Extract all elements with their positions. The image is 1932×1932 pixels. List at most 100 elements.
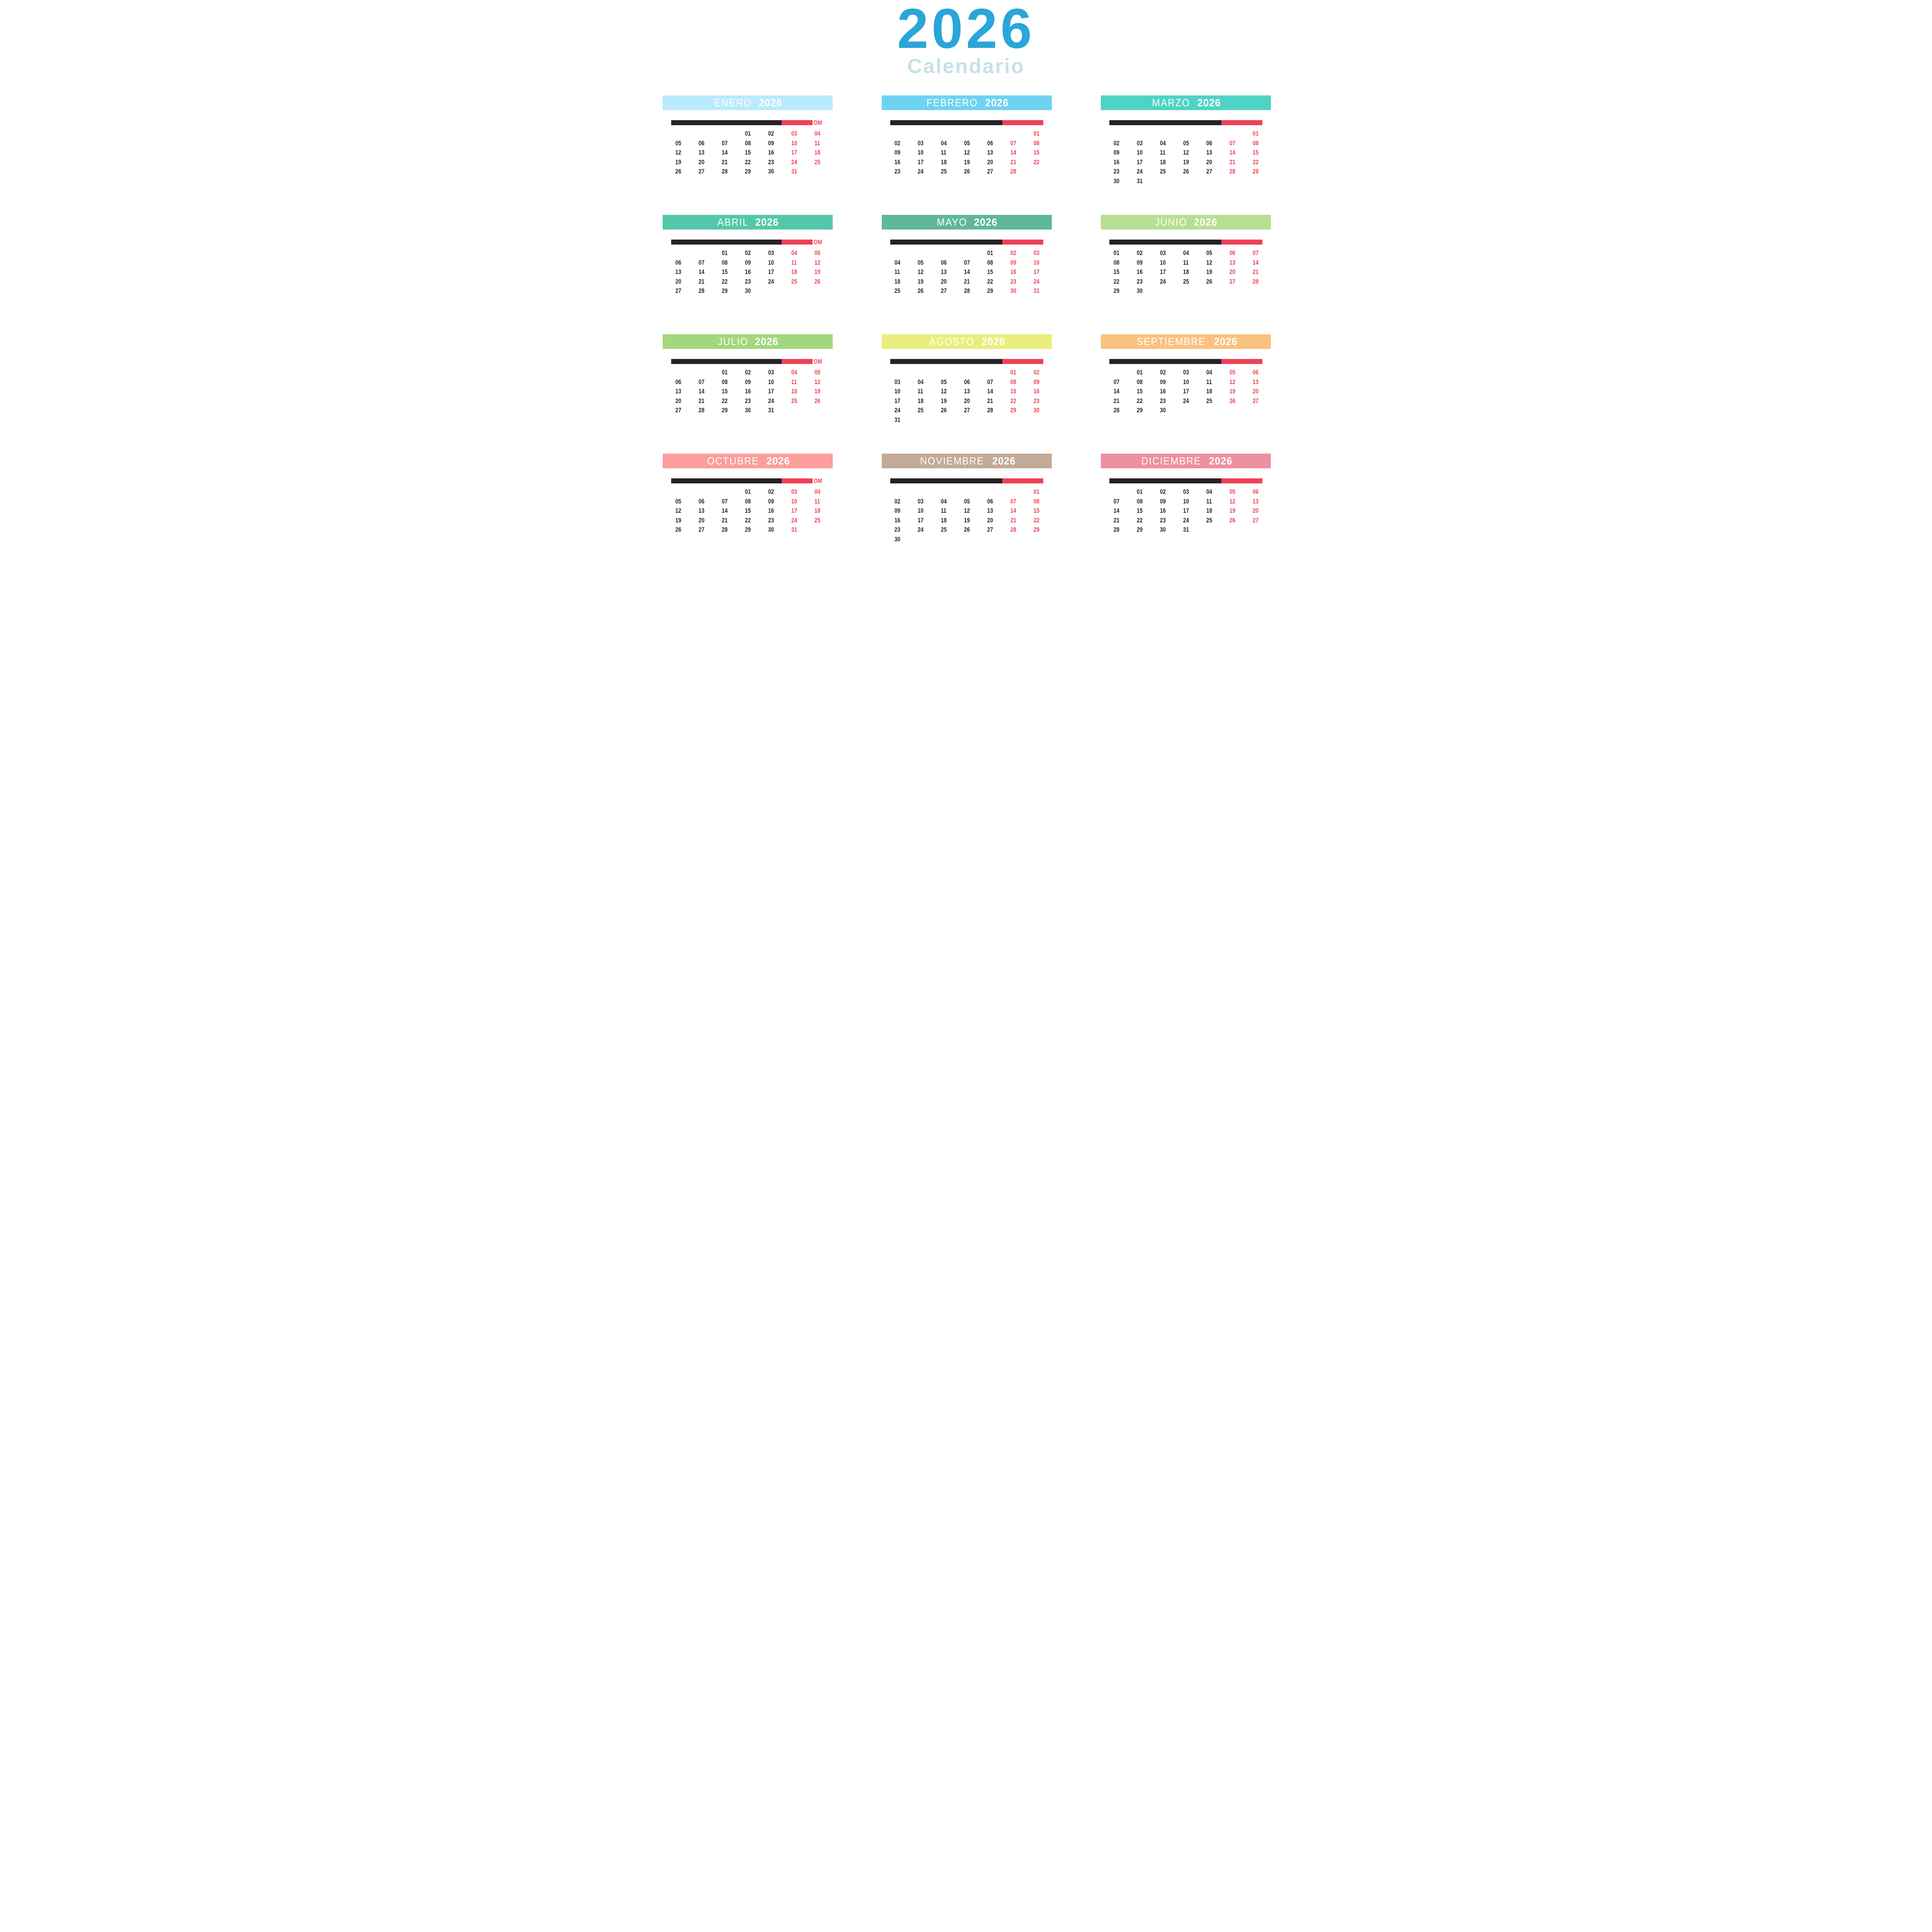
month-card-diciembre: DICIEMBRE 2026 01 02 03 04 05 06 07 08 09 10 11 12 13 1… xyxy=(1101,454,1271,552)
date-value: 29 xyxy=(1010,406,1016,414)
date-cell: 19 xyxy=(1221,387,1244,396)
date-cell: 27 xyxy=(1244,516,1267,526)
date-value: 17 xyxy=(791,507,797,515)
date-cell: 23 xyxy=(1105,167,1128,177)
date-value: 13 xyxy=(987,149,993,156)
date-value: 03 xyxy=(768,369,774,376)
date-cell: 14 xyxy=(690,387,713,396)
date-value: 25 xyxy=(917,406,923,414)
date-value: 24 xyxy=(894,406,900,414)
date-cell: 29 xyxy=(736,167,759,177)
date-cell: 26 xyxy=(909,286,932,296)
months-grid: ENERO 2026 OM 01 02 03 04 05 06 07 08 09 10 11 12 13 14 1… xyxy=(663,95,1271,552)
date-cell-empty xyxy=(1105,487,1128,497)
date-value: 21 xyxy=(1252,268,1259,276)
date-value: 24 xyxy=(768,277,774,285)
date-value: 02 xyxy=(745,249,751,257)
month-header: FEBRERO 2026 xyxy=(882,95,1052,110)
date-value: 04 xyxy=(814,130,820,138)
date-cell: 27 xyxy=(667,406,690,415)
month-name: JULIO xyxy=(718,335,748,347)
date-value: 25 xyxy=(894,287,900,295)
weekdays-segment xyxy=(890,240,1002,245)
date-value: 06 xyxy=(1206,139,1212,147)
date-value: 21 xyxy=(1010,516,1016,524)
date-value: 10 xyxy=(791,139,797,147)
date-value: 02 xyxy=(894,497,900,505)
date-value: 05 xyxy=(675,139,681,147)
date-value: 19 xyxy=(917,277,923,285)
date-value: 22 xyxy=(745,158,751,166)
date-cell-empty xyxy=(1025,167,1048,177)
date-cell: 05 xyxy=(955,497,978,507)
date-value: 14 xyxy=(721,507,728,515)
date-cell: 21 xyxy=(1105,516,1128,526)
date-cell: 29 xyxy=(713,286,736,296)
date-cell-empty xyxy=(1002,415,1025,425)
weekdays-segment xyxy=(890,120,1002,125)
date-value: 08 xyxy=(1033,139,1039,147)
date-value: 22 xyxy=(745,516,751,524)
date-value: 12 xyxy=(1229,378,1235,386)
date-value: 02 xyxy=(1160,369,1166,376)
date-value: 08 xyxy=(987,259,993,266)
date-cell: 01 xyxy=(736,487,759,497)
month-header: JUNIO 2026 xyxy=(1101,215,1271,230)
date-cell: 15 xyxy=(1025,506,1048,516)
month-card-octubre: OCTUBRE 2026 OM 01 02 03 04 05 06 07 08 09 10 11 12 13 1… xyxy=(663,454,833,552)
date-value: 23 xyxy=(1160,397,1166,405)
date-cell: 07 xyxy=(1221,139,1244,148)
date-cell-empty xyxy=(759,286,782,296)
date-cell: 24 xyxy=(759,277,782,287)
date-cell: 05 xyxy=(1174,139,1197,148)
date-value: 24 xyxy=(1033,277,1039,285)
month-name: ENERO xyxy=(714,97,752,109)
date-cell: 03 xyxy=(909,139,932,148)
date-cell: 08 xyxy=(736,497,759,507)
date-cell: 10 xyxy=(909,148,932,158)
date-cell: 04 xyxy=(1197,487,1221,497)
date-value: 16 xyxy=(1033,388,1039,395)
month-card-julio: JULIO 2026 OM 01 02 03 04 05 06 07 08 09 10 11 12 13 14 1… xyxy=(663,334,833,454)
date-cell-empty xyxy=(978,368,1002,378)
date-cell: 11 xyxy=(932,506,955,516)
date-cell: 04 xyxy=(932,497,955,507)
date-value: 24 xyxy=(791,516,797,524)
date-cell: 27 xyxy=(1244,396,1267,406)
date-value: 25 xyxy=(1183,277,1189,285)
date-cell: 17 xyxy=(1128,158,1151,167)
date-value: 05 xyxy=(940,378,947,386)
month-year: 2026 xyxy=(1194,216,1218,228)
date-cell: 25 xyxy=(806,516,829,526)
date-cell: 17 xyxy=(1151,267,1174,277)
date-value: 26 xyxy=(964,526,970,534)
month-header: SEPTIEMBRE 2026 xyxy=(1101,334,1271,349)
date-cell: 31 xyxy=(1128,177,1151,186)
date-value: 04 xyxy=(1183,249,1189,257)
date-cell: 02 xyxy=(1105,139,1128,148)
date-cell: 01 xyxy=(1025,487,1048,497)
date-value: 30 xyxy=(1160,526,1166,534)
date-value: 25 xyxy=(940,526,947,534)
date-cell: 19 xyxy=(932,396,955,406)
date-cell: 26 xyxy=(955,525,978,535)
date-cell: 13 xyxy=(1221,258,1244,268)
date-cell: 20 xyxy=(690,158,713,167)
date-cell: 24 xyxy=(1128,167,1151,177)
date-cell: 05 xyxy=(806,248,829,258)
month-card-noviembre: NOVIEMBRE 2026 01 02 03 04 05 06 07 08 09 10 11 12 13 1… xyxy=(882,454,1052,552)
date-value: 11 xyxy=(1206,378,1212,386)
date-value: 03 xyxy=(791,488,797,496)
date-value: 06 xyxy=(987,497,993,505)
date-cell: 30 xyxy=(1025,406,1048,415)
date-value: 27 xyxy=(987,168,993,175)
date-cell: 07 xyxy=(1105,378,1128,387)
date-cell: 23 xyxy=(1002,277,1025,287)
date-cell: 13 xyxy=(978,506,1002,516)
date-value: 12 xyxy=(1183,149,1189,156)
month-name: NOVIEMBRE xyxy=(920,455,984,467)
date-value: 02 xyxy=(1033,369,1039,376)
date-value: 17 xyxy=(1136,158,1143,166)
date-cell: 21 xyxy=(1244,267,1267,277)
date-cell: 01 xyxy=(1105,248,1128,258)
